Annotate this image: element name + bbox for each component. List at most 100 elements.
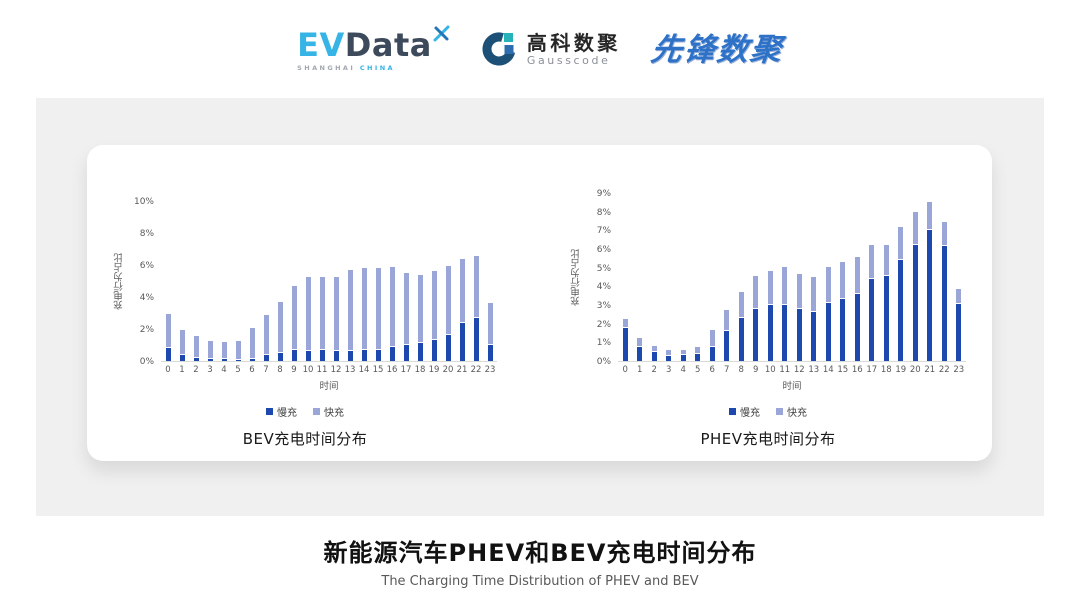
bar-segment-fast xyxy=(912,211,918,245)
bar-segment-slow xyxy=(869,278,875,361)
evdata-ev-text: EV xyxy=(297,25,345,64)
stacked-bar xyxy=(347,270,353,361)
bar-slot xyxy=(469,256,483,361)
bar-segment-slow xyxy=(941,246,947,361)
y-tick-label: 8% xyxy=(139,229,154,239)
bar-segment-slow xyxy=(927,230,933,361)
bar-slot xyxy=(894,227,909,361)
stacked-bar xyxy=(431,271,437,361)
stacked-bar xyxy=(869,245,875,361)
x-tick-label: 15 xyxy=(837,365,849,375)
bar-segment-fast xyxy=(825,266,831,303)
x-tick-label: 6 xyxy=(709,365,715,375)
slow-charge-swatch-icon xyxy=(729,408,736,415)
bar-segment-slow xyxy=(811,311,817,361)
bev-legend: 慢充 快充 xyxy=(113,404,497,419)
bar-slot xyxy=(763,271,778,361)
bar-slot xyxy=(217,342,231,361)
bar-segment-fast xyxy=(193,336,199,357)
bar-slot xyxy=(908,211,923,361)
x-tick-label: 13 xyxy=(808,365,820,375)
bar-slot xyxy=(483,303,497,361)
bar-segment-slow xyxy=(854,293,860,361)
stacked-bar xyxy=(912,211,918,361)
x-tick-label: 21 xyxy=(924,365,936,375)
y-tick-label: 1% xyxy=(596,338,611,349)
x-tick-label: 12 xyxy=(793,365,805,375)
x-tick-label: 3 xyxy=(666,365,672,375)
x-tick-label: 19 xyxy=(895,365,907,375)
x-tick-label: 18 xyxy=(414,365,426,375)
stacked-bar xyxy=(417,275,423,361)
evdata-data-text: Data xyxy=(344,25,432,64)
stacked-bar xyxy=(403,272,409,361)
bar-slot xyxy=(161,313,175,361)
bar-segment-slow xyxy=(249,358,255,361)
bar-segment-slow xyxy=(767,305,773,361)
bev-x-axis-title: 时间 xyxy=(319,381,339,392)
gray-background-band: 充电行为占比 0% 2% 4% 6% 8% 10% 0 1 2 3 4 5 6 7 8 9 10 11 12 13 1… xyxy=(36,98,1044,516)
bar-slot xyxy=(175,329,189,361)
legend-item-fast: 快充 xyxy=(776,404,807,419)
y-tick-label: 6% xyxy=(139,261,154,271)
x-tick-label: 4 xyxy=(680,365,686,375)
stacked-bar xyxy=(263,315,269,361)
y-tick-label: 8% xyxy=(596,207,611,218)
bar-segment-slow xyxy=(637,346,643,361)
bar-segment-slow xyxy=(695,354,701,361)
stacked-bar xyxy=(459,259,465,361)
bar-segment-slow xyxy=(956,304,962,361)
evdata-china-text: CHINA xyxy=(359,63,395,72)
bar-slot xyxy=(301,276,315,361)
bar-segment-slow xyxy=(680,355,686,361)
bar-slot xyxy=(427,271,441,361)
legend-label-fast: 快充 xyxy=(324,408,344,419)
legend-item-fast: 快充 xyxy=(313,404,344,419)
y-tick-label: 0% xyxy=(139,357,154,367)
bar-slot xyxy=(287,286,301,361)
bar-segment-fast xyxy=(680,349,686,355)
bar-segment-slow xyxy=(883,276,889,361)
bar-slot xyxy=(357,268,371,361)
charts-row: 充电行为占比 0% 2% 4% 6% 8% 10% 0 1 2 3 4 5 6 7 8 9 10 11 12 13 1… xyxy=(87,145,992,461)
bar-segment-slow xyxy=(912,245,918,361)
stacked-bar xyxy=(854,257,860,361)
bar-segment-fast xyxy=(637,338,643,346)
bar-slot xyxy=(441,265,455,361)
stacked-bar xyxy=(165,313,171,361)
bar-slot xyxy=(413,275,427,361)
bev-x-axis-ticks: 0 1 2 3 4 5 6 7 8 9 10 11 12 13 14 15 16 17 18 19 20 21 22 23 xyxy=(161,365,497,375)
bar-slot xyxy=(792,274,807,361)
x-tick-label: 9 xyxy=(753,365,759,375)
bar-segment-fast xyxy=(724,309,730,331)
bar-slot xyxy=(734,291,749,361)
bar-segment-fast xyxy=(207,340,213,359)
stacked-bar xyxy=(738,291,744,361)
evdata-x-icon xyxy=(433,25,450,45)
stacked-bar xyxy=(249,328,255,361)
bar-segment-fast xyxy=(487,303,493,344)
bar-segment-slow xyxy=(361,349,367,361)
stacked-bar xyxy=(782,266,788,361)
bar-segment-fast xyxy=(666,349,672,356)
bar-segment-slow xyxy=(263,355,269,361)
bar-slot xyxy=(778,266,793,361)
bar-segment-fast xyxy=(796,274,802,308)
stacked-bar xyxy=(445,265,451,361)
x-tick-label: 1 xyxy=(637,365,643,375)
gausscode-en-text: Gausscode xyxy=(526,54,611,68)
bar-segment-fast xyxy=(927,202,933,230)
x-tick-label: 16 xyxy=(386,365,398,375)
bar-slot xyxy=(329,276,343,361)
bar-slot xyxy=(923,202,938,361)
chart-card: 充电行为占比 0% 2% 4% 6% 8% 10% 0 1 2 3 4 5 6 7 8 9 10 11 12 13 1… xyxy=(87,145,992,461)
bar-segment-fast xyxy=(165,313,171,348)
x-tick-label: 20 xyxy=(909,365,921,375)
stacked-bar xyxy=(709,330,715,361)
bev-plot-area xyxy=(161,201,497,362)
bar-segment-fast xyxy=(840,262,846,299)
gausscode-logo: 高科数聚 Gausscode xyxy=(480,29,621,71)
bar-segment-fast xyxy=(883,245,889,276)
bar-segment-fast xyxy=(361,268,367,349)
x-tick-label: 7 xyxy=(724,365,730,375)
